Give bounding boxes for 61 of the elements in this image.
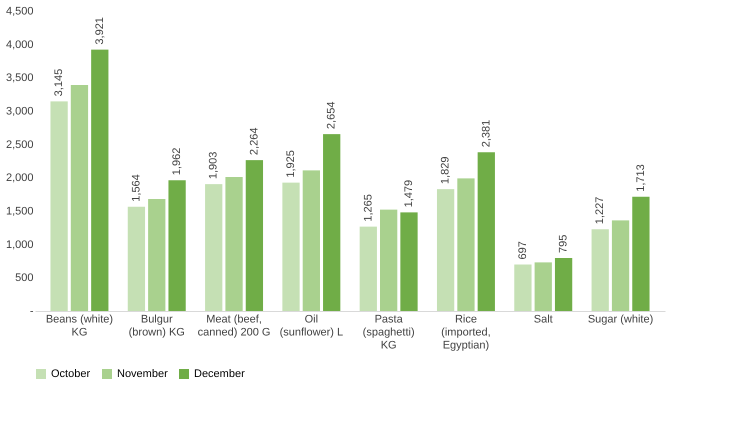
- x-tick-label: Sugar (white): [588, 314, 654, 326]
- bar: [457, 178, 475, 311]
- x-tick-label: Oil (sunflower) L: [280, 314, 344, 338]
- bar: [91, 50, 108, 311]
- x-tick-label: Rice (imported, Egyptian): [441, 314, 491, 352]
- bar: [225, 177, 243, 311]
- y-tick-label: 2,000: [6, 172, 34, 184]
- bar: [380, 210, 398, 311]
- data-label: 1,265: [362, 194, 374, 222]
- y-tick-label: 4,500: [6, 6, 34, 18]
- bar: [360, 226, 377, 311]
- bar: [478, 152, 495, 311]
- y-tick-label: -: [30, 306, 34, 318]
- x-tick-label: Beans (white) KG: [46, 314, 114, 338]
- data-label: 697: [516, 241, 529, 260]
- y-tick-label: 1,500: [6, 206, 34, 218]
- bar: [282, 182, 300, 311]
- y-tick-label: 4,000: [6, 38, 34, 51]
- legend-label: December: [194, 368, 246, 380]
- bar: [148, 199, 166, 311]
- bar: [632, 196, 650, 311]
- data-label: 3,145: [53, 68, 66, 96]
- data-label: 2,654: [326, 102, 338, 130]
- data-label: 1,829: [440, 156, 452, 184]
- bar: [592, 229, 609, 311]
- legend-label: November: [117, 368, 168, 380]
- legend-label: October: [51, 368, 90, 380]
- y-tick-label: 500: [15, 272, 34, 284]
- data-label: 2,381: [480, 120, 492, 148]
- bar: [70, 85, 88, 311]
- bar: [302, 170, 320, 311]
- x-tick-label: Salt: [534, 314, 553, 326]
- data-label: 795: [558, 234, 570, 253]
- x-tick-label: Meat (beef, canned) 200 G: [198, 314, 270, 338]
- y-tick-label: 2,500: [6, 138, 34, 151]
- data-label: 1,903: [208, 152, 220, 180]
- x-tick-label: Pasta (spaghetti) KG: [362, 314, 415, 352]
- bar: [50, 101, 68, 311]
- bar: [168, 180, 186, 311]
- bar: [514, 264, 532, 311]
- bar: [554, 258, 572, 311]
- y-tick-label: 3,500: [6, 72, 34, 84]
- bar: [128, 206, 146, 311]
- y-tick-label: 3,000: [6, 106, 34, 118]
- data-label: 1,962: [171, 148, 184, 176]
- bar: [323, 134, 340, 311]
- bar: [436, 189, 454, 311]
- data-label: 1,227: [594, 196, 606, 224]
- data-label: 2,264: [248, 128, 260, 156]
- data-label: 1,479: [402, 180, 415, 208]
- y-tick-label: 1,000: [6, 238, 34, 251]
- bar: [534, 262, 552, 311]
- data-label: 1,713: [634, 164, 647, 192]
- bar: [246, 160, 264, 311]
- bar: [400, 212, 418, 311]
- data-label: 1,564: [130, 174, 142, 202]
- data-label: 1,925: [285, 150, 298, 178]
- bar: [612, 220, 630, 311]
- bar: [205, 184, 222, 311]
- data-label: 3,921: [94, 17, 106, 45]
- x-tick-label: Bulgur (brown) KG: [128, 314, 185, 338]
